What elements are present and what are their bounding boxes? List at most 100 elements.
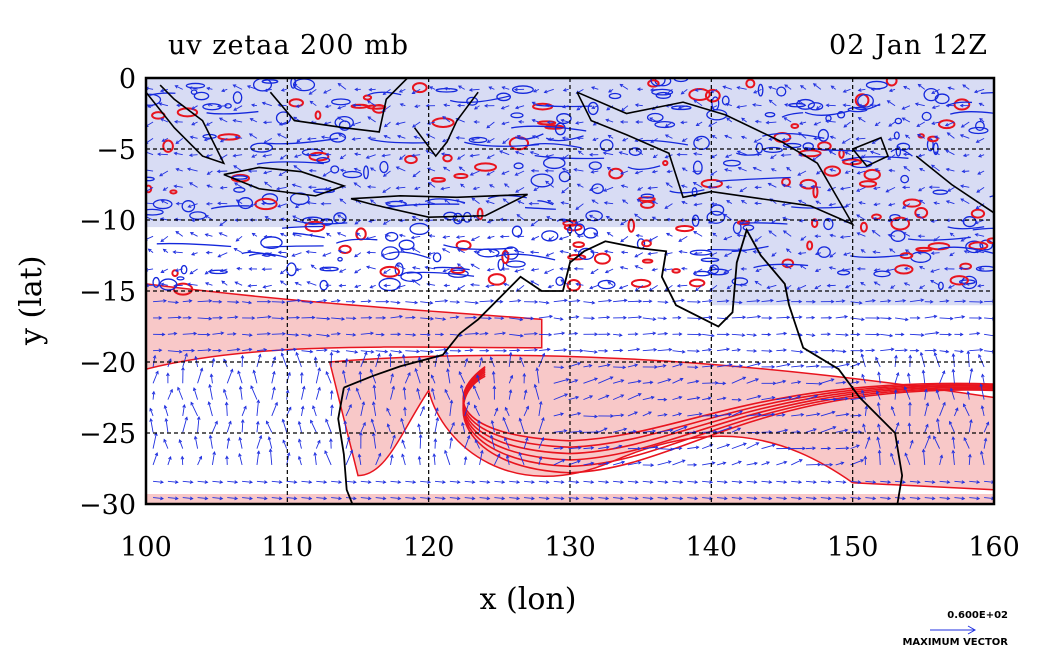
wind-vector bbox=[337, 214, 347, 221]
wind-vector bbox=[962, 282, 970, 286]
wind-vector bbox=[746, 378, 760, 384]
wind-vector bbox=[301, 333, 313, 338]
wind-vector bbox=[182, 348, 196, 353]
wind-vector bbox=[369, 167, 376, 172]
wind-vector bbox=[345, 350, 359, 354]
wind-vector bbox=[725, 154, 733, 158]
wind-vector bbox=[875, 390, 881, 400]
vorticity-contour bbox=[443, 244, 513, 250]
wind-vector bbox=[835, 333, 849, 337]
wind-vector bbox=[839, 186, 851, 191]
vorticity-contour bbox=[721, 95, 730, 106]
vorticity-contour bbox=[781, 112, 804, 118]
wind-vector bbox=[647, 186, 658, 190]
wind-vector bbox=[375, 316, 387, 320]
wind-vector bbox=[545, 180, 555, 188]
wind-vector bbox=[286, 496, 298, 501]
wind-vector bbox=[843, 252, 851, 256]
wind-vector bbox=[620, 219, 629, 226]
vorticity-contour bbox=[979, 239, 994, 251]
vorticity-contour bbox=[857, 94, 874, 108]
wind-vector bbox=[405, 333, 417, 337]
vorticity-contour bbox=[337, 256, 343, 262]
wind-vector bbox=[890, 405, 896, 417]
vorticity-contour bbox=[902, 198, 922, 208]
wind-vector bbox=[746, 496, 758, 501]
wind-vector bbox=[681, 266, 688, 271]
wind-vector bbox=[598, 376, 614, 384]
vorticity-contour bbox=[169, 189, 178, 195]
wind-vector bbox=[593, 232, 599, 237]
wind-vector bbox=[856, 186, 866, 192]
wind-vector bbox=[731, 364, 743, 368]
wind-vector bbox=[256, 331, 271, 336]
wind-vector bbox=[820, 426, 837, 433]
wind-vector bbox=[909, 316, 921, 320]
wind-vector bbox=[160, 199, 169, 205]
wind-vector bbox=[917, 186, 925, 192]
x-tick-label: 100 bbox=[120, 532, 172, 563]
vorticity-contour bbox=[647, 79, 660, 88]
wind-vector bbox=[960, 184, 970, 189]
wind-vector bbox=[830, 85, 836, 90]
wind-vector bbox=[211, 451, 216, 466]
wind-vector bbox=[433, 438, 438, 449]
wind-vector bbox=[238, 452, 243, 466]
wind-vector bbox=[431, 387, 436, 400]
wind-vector bbox=[191, 121, 198, 126]
wind-vector bbox=[776, 428, 789, 433]
wind-vector bbox=[933, 151, 940, 156]
wind-vector bbox=[761, 365, 776, 369]
wind-vector bbox=[716, 461, 727, 466]
wind-vector bbox=[390, 373, 394, 384]
wind-vector bbox=[432, 453, 437, 465]
wind-vector bbox=[642, 347, 658, 352]
wind-vector bbox=[401, 453, 406, 466]
wind-vector bbox=[279, 232, 287, 237]
wind-vector bbox=[921, 448, 926, 465]
wind-vector bbox=[575, 203, 584, 210]
wind-vector bbox=[226, 437, 231, 449]
vorticity-contour bbox=[890, 229, 906, 242]
vorticity-contour bbox=[511, 125, 587, 132]
vorticity-contour bbox=[731, 245, 769, 253]
wind-vector bbox=[755, 268, 762, 272]
wind-vector bbox=[561, 154, 569, 160]
wind-vector bbox=[924, 388, 928, 400]
wind-vector bbox=[472, 384, 480, 400]
wind-vector bbox=[522, 372, 527, 384]
wind-vector bbox=[724, 134, 732, 139]
wind-vector bbox=[716, 443, 731, 450]
vorticity-contour bbox=[915, 246, 933, 252]
wind-vector bbox=[781, 183, 792, 188]
wind-vector bbox=[812, 83, 822, 90]
wind-vector bbox=[815, 170, 822, 175]
wind-vector bbox=[651, 200, 658, 205]
wind-vector bbox=[835, 480, 847, 484]
wind-vector bbox=[206, 184, 213, 188]
wind-vector bbox=[212, 348, 222, 353]
island-coastline bbox=[915, 155, 994, 214]
wind-vector bbox=[781, 137, 792, 142]
wind-vector bbox=[969, 331, 981, 336]
wind-vector bbox=[286, 347, 298, 352]
wind-vector bbox=[887, 154, 896, 160]
wind-vector bbox=[331, 480, 343, 484]
wind-vector bbox=[153, 348, 163, 353]
wind-vector bbox=[761, 381, 777, 386]
wind-vector bbox=[856, 266, 866, 271]
wind-vector bbox=[486, 170, 495, 176]
wind-vector bbox=[917, 83, 926, 90]
wind-vector bbox=[924, 348, 937, 353]
vorticity-contour bbox=[432, 252, 442, 263]
wind-vector bbox=[449, 315, 460, 320]
wind-vector bbox=[810, 185, 821, 189]
wind-vector bbox=[875, 356, 881, 368]
wind-vector bbox=[440, 186, 450, 191]
wind-vector bbox=[235, 235, 243, 242]
wind-vector bbox=[444, 449, 451, 466]
wind-vector bbox=[479, 449, 484, 466]
vorticity-contour bbox=[947, 226, 985, 230]
wind-vector bbox=[505, 454, 510, 466]
wind-vector bbox=[888, 121, 896, 127]
